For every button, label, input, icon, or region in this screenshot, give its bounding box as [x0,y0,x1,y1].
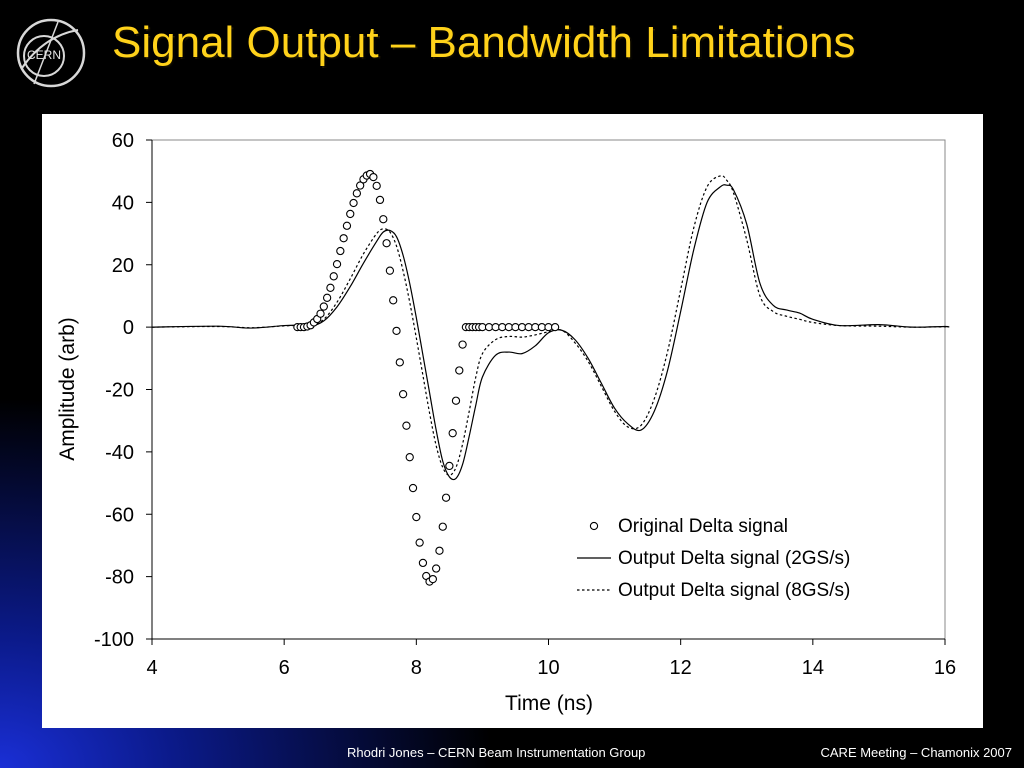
original-signal-point [326,283,335,292]
y-tick-label: -100 [94,629,134,651]
original-signal-point [375,195,385,205]
series-lines [151,175,950,481]
y-tick-label: 40 [112,192,134,214]
original-signal-point [402,421,411,430]
cern-logo-text: CERN [27,48,61,62]
original-signal-point [428,574,438,584]
original-signal-point [372,181,381,190]
x-tick-label: 16 [934,657,956,679]
legend-marker-circle [589,521,599,531]
original-signal-point [339,234,348,243]
x-tick-label: 14 [802,657,824,679]
output-2gs-line [151,184,950,481]
original-signal-point [349,198,358,208]
original-signal-point [435,546,444,555]
original-signal-point [550,322,560,332]
legend-entry: Original Delta signal [618,516,788,537]
original-signal-point [342,221,352,230]
original-signal-point [392,326,401,336]
original-signal-point [415,538,424,547]
x-tick-labels: 4 6 8 10 12 14 16 [146,657,956,679]
legend: Original Delta signal Output Delta signal… [577,516,850,601]
original-signal-point [418,558,428,568]
original-signal-point [379,215,388,224]
original-signal-point [316,309,325,318]
cern-logo: CERN [16,18,86,88]
x-tick-label: 12 [670,657,692,679]
x-tick-label: 8 [411,657,422,679]
y-tick-label: -40 [105,442,134,464]
original-signal-point [382,239,391,248]
legend-entry: Output Delta signal (8GS/s) [618,580,850,601]
original-signal-point [441,493,451,502]
x-tick-label: 4 [146,657,157,679]
original-signal-point [356,181,365,190]
y-tick-labels: 60 40 20 0 -20 -40 -60 -80 -100 [94,130,134,651]
original-signal-point [395,358,404,367]
original-signal-point [408,483,418,493]
original-signal-point [448,429,457,438]
original-signal-point [412,512,421,522]
y-tick-label: -60 [105,504,134,526]
original-signal-point [346,209,355,219]
y-tick-label: -20 [105,380,134,402]
plot-area [151,139,946,640]
footer-event: CARE Meeting – Chamonix 2007 [820,745,1013,760]
original-signal-point [369,172,378,182]
original-signal-point [451,396,461,405]
original-signal-point [319,302,328,311]
original-signal-point [332,259,342,269]
y-tick-label: 20 [112,255,134,277]
x-tick-label: 10 [537,657,559,679]
slide-title: Signal Output – Bandwidth Limitations [112,18,856,67]
original-signal-point [389,296,398,305]
legend-entry: Output Delta signal (2GS/s) [618,548,850,569]
original-signal-point [398,390,408,399]
original-signal-point [329,272,338,281]
original-signal-point [432,564,441,573]
y-axis-label: Amplitude (arb) [56,317,79,461]
y-tick-label: -80 [105,567,134,589]
axes [146,139,946,645]
x-axis-label: Time (ns) [505,692,593,715]
original-signal-point [336,246,345,256]
y-tick-label: 60 [112,130,134,152]
original-signal-point [455,366,464,375]
series-markers [293,169,560,586]
x-tick-label: 6 [279,657,290,679]
original-signal-point [385,266,395,275]
y-tick-label: 0 [123,317,134,339]
original-signal-point [438,522,447,531]
original-signal-point [445,461,454,471]
original-signal-point [458,340,467,349]
output-8gs-line [151,175,950,476]
footer-author: Rhodri Jones – CERN Beam Instrumentation… [347,745,646,760]
chart-panel: 4 6 8 10 12 14 16 60 40 20 0 -20 -40 -60 -80 -100 Time… [42,114,983,728]
original-signal-point [352,189,362,198]
original-signal-point [405,453,414,462]
amplitude-time-chart: 4 6 8 10 12 14 16 60 40 20 0 -20 -40 -60 -80 -100 Time… [56,130,956,715]
original-signal-point [322,293,332,302]
